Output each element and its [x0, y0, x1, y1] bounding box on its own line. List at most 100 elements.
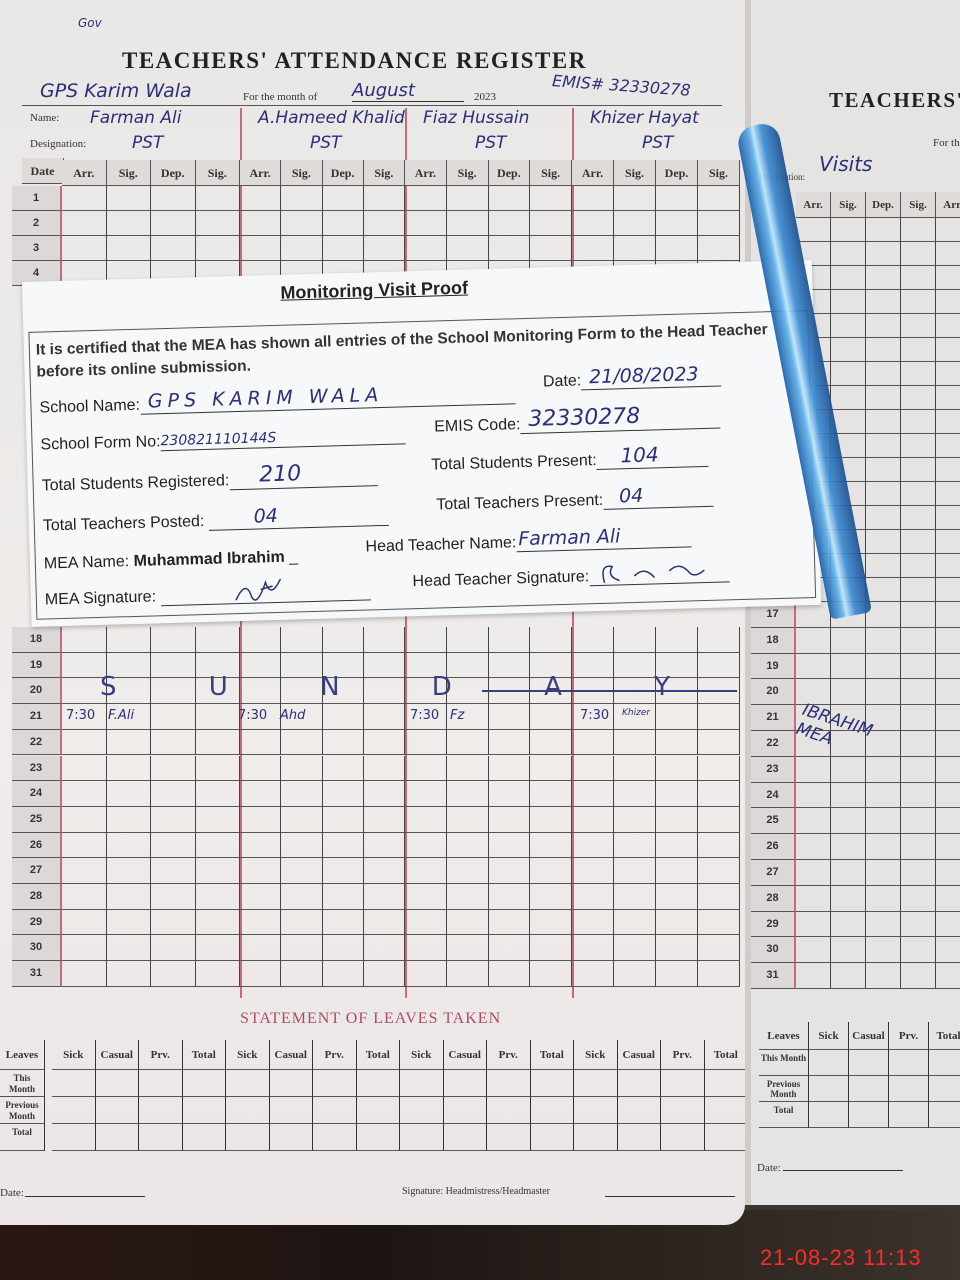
- right-attendance-cell[interactable]: [901, 530, 936, 554]
- attendance-cell[interactable]: [530, 781, 572, 807]
- attendance-cell[interactable]: [530, 704, 572, 730]
- attendance-cell[interactable]: [488, 627, 531, 653]
- attendance-cell[interactable]: [195, 186, 240, 211]
- right-attendance-cell[interactable]: [901, 290, 936, 314]
- right-leaves-cell[interactable]: [929, 1102, 960, 1128]
- right-attendance-cell[interactable]: [796, 860, 831, 886]
- right-attendance-cell[interactable]: [936, 654, 960, 680]
- attendance-cell[interactable]: [363, 781, 405, 807]
- attendance-cell[interactable]: [405, 806, 447, 833]
- right-attendance-cell[interactable]: [901, 578, 936, 602]
- attendance-cell[interactable]: [656, 755, 698, 782]
- attendance-cell[interactable]: [656, 961, 698, 987]
- right-attendance-cell[interactable]: [936, 314, 960, 338]
- leaves-cell[interactable]: [704, 1070, 748, 1097]
- right-attendance-cell[interactable]: [796, 911, 831, 938]
- attendance-cell[interactable]: [488, 729, 531, 756]
- attendance-cell[interactable]: [446, 627, 489, 653]
- right-attendance-cell[interactable]: [831, 756, 866, 783]
- right-attendance-cell[interactable]: [866, 602, 901, 628]
- attendance-cell[interactable]: [322, 186, 364, 211]
- attendance-cell[interactable]: [195, 935, 240, 962]
- attendance-cell[interactable]: [151, 678, 196, 705]
- right-attendance-cell[interactable]: [901, 860, 936, 886]
- leaves-cell[interactable]: [182, 1124, 226, 1151]
- right-attendance-cell[interactable]: [831, 627, 866, 654]
- right-attendance-cell[interactable]: [866, 554, 901, 578]
- attendance-cell[interactable]: [614, 704, 656, 730]
- leaves-cell[interactable]: [139, 1097, 183, 1124]
- right-attendance-cell[interactable]: [866, 834, 901, 860]
- attendance-cell[interactable]: [322, 627, 364, 653]
- attendance-cell[interactable]: [363, 806, 405, 833]
- attendance-cell[interactable]: [572, 961, 614, 987]
- leaves-cell[interactable]: [574, 1070, 618, 1097]
- right-attendance-cell[interactable]: [866, 386, 901, 410]
- right-attendance-cell[interactable]: [831, 458, 866, 482]
- attendance-cell[interactable]: [530, 211, 572, 236]
- right-attendance-cell[interactable]: [866, 410, 901, 434]
- attendance-cell[interactable]: [614, 909, 656, 936]
- attendance-cell[interactable]: [151, 186, 196, 211]
- attendance-cell[interactable]: [62, 806, 107, 833]
- attendance-cell[interactable]: [572, 627, 614, 653]
- attendance-cell[interactable]: [281, 755, 323, 782]
- right-leaves-cell[interactable]: [809, 1076, 849, 1102]
- attendance-cell[interactable]: [698, 652, 740, 679]
- attendance-cell[interactable]: [656, 806, 698, 833]
- right-attendance-cell[interactable]: [936, 860, 960, 886]
- attendance-cell[interactable]: [151, 729, 196, 756]
- attendance-cell[interactable]: [698, 704, 740, 730]
- right-attendance-cell[interactable]: [901, 679, 936, 706]
- attendance-cell[interactable]: [488, 186, 531, 211]
- attendance-cell[interactable]: [572, 806, 614, 833]
- right-attendance-cell[interactable]: [936, 242, 960, 266]
- attendance-cell[interactable]: [572, 884, 614, 910]
- attendance-cell[interactable]: [488, 704, 531, 730]
- leaves-cell[interactable]: [661, 1097, 705, 1124]
- attendance-cell[interactable]: [281, 781, 323, 807]
- attendance-cell[interactable]: [240, 935, 282, 962]
- attendance-cell[interactable]: [62, 858, 107, 884]
- right-attendance-cell[interactable]: [901, 410, 936, 434]
- right-attendance-cell[interactable]: [936, 458, 960, 482]
- attendance-cell[interactable]: [572, 236, 614, 261]
- attendance-cell[interactable]: [530, 755, 572, 782]
- attendance-cell[interactable]: [240, 627, 282, 653]
- right-attendance-cell[interactable]: [936, 386, 960, 410]
- right-attendance-cell[interactable]: [831, 362, 866, 386]
- attendance-cell[interactable]: [698, 627, 740, 653]
- leaves-cell[interactable]: [487, 1097, 531, 1124]
- attendance-cell[interactable]: [240, 186, 282, 211]
- attendance-cell[interactable]: [530, 186, 572, 211]
- leaves-cell[interactable]: [704, 1124, 748, 1151]
- attendance-cell[interactable]: [195, 704, 240, 730]
- right-attendance-cell[interactable]: [796, 834, 831, 860]
- attendance-cell[interactable]: [106, 211, 151, 236]
- attendance-cell[interactable]: [488, 652, 531, 679]
- attendance-cell[interactable]: [195, 961, 240, 987]
- attendance-cell[interactable]: [614, 781, 656, 807]
- right-attendance-cell[interactable]: [901, 756, 936, 783]
- attendance-cell[interactable]: [488, 858, 531, 884]
- attendance-cell[interactable]: [405, 909, 447, 936]
- attendance-cell[interactable]: [488, 909, 531, 936]
- attendance-cell[interactable]: [488, 884, 531, 910]
- leaves-cell[interactable]: [443, 1070, 487, 1097]
- attendance-cell[interactable]: [322, 755, 364, 782]
- attendance-cell[interactable]: [106, 935, 151, 962]
- right-attendance-cell[interactable]: [901, 458, 936, 482]
- attendance-cell[interactable]: [62, 236, 107, 261]
- leaves-cell[interactable]: [313, 1124, 357, 1151]
- right-attendance-cell[interactable]: [936, 266, 960, 290]
- attendance-cell[interactable]: [656, 186, 698, 211]
- right-attendance-cell[interactable]: [831, 679, 866, 706]
- right-attendance-cell[interactable]: [866, 627, 901, 654]
- attendance-cell[interactable]: [281, 729, 323, 756]
- right-attendance-cell[interactable]: [831, 314, 866, 338]
- right-attendance-cell[interactable]: [866, 338, 901, 362]
- attendance-cell[interactable]: [281, 186, 323, 211]
- right-attendance-cell[interactable]: [901, 627, 936, 654]
- attendance-cell[interactable]: [322, 729, 364, 756]
- attendance-cell[interactable]: [446, 652, 489, 679]
